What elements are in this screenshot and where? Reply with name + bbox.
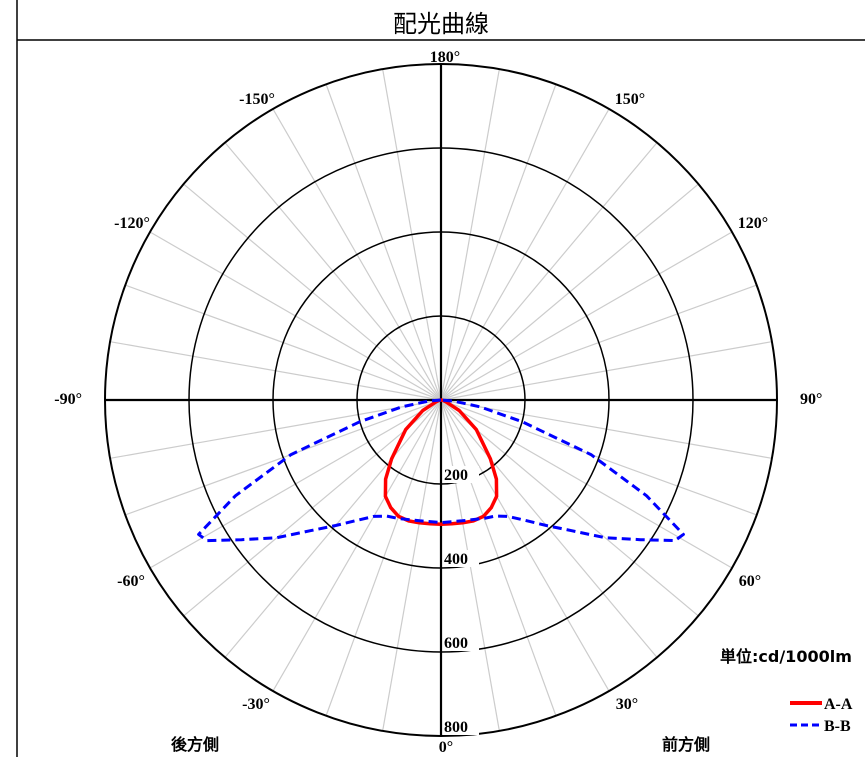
angle-tick-label: 0° xyxy=(439,739,453,756)
series-line-aa xyxy=(383,398,499,527)
legend-label-bb: B-B xyxy=(824,718,851,735)
radial-tick-label: 200 xyxy=(444,467,468,484)
angle-tick-label: 180° xyxy=(430,49,460,66)
angle-tick-labels: 180° 150° 120° 90° 60° 30° 0° -30° -60° -90° -120°… xyxy=(54,49,822,756)
radial-tick-label: 800 xyxy=(444,719,468,736)
legend-label-aa: A-A xyxy=(824,696,853,713)
angle-tick-label: -30° xyxy=(242,696,270,713)
series-layer xyxy=(197,398,685,543)
angle-tick-label: -90° xyxy=(54,391,82,408)
outer-border xyxy=(16,0,18,762)
front-side-label: 前方側 xyxy=(662,735,710,754)
radial-label-bg xyxy=(443,634,479,651)
angle-tick-label: -60° xyxy=(117,573,145,590)
angle-tick-label: 120° xyxy=(738,215,768,232)
chart-title: 配光曲線 xyxy=(393,10,489,38)
angle-tick-label: -150° xyxy=(239,91,275,108)
radial-tick-labels: 200 400 600 800 xyxy=(443,466,479,736)
angle-tick-label: 30° xyxy=(616,696,638,713)
unit-label: 単位:cd/1000lm xyxy=(720,647,852,666)
radial-label-bg xyxy=(443,550,479,567)
angle-tick-label: 90° xyxy=(800,391,822,408)
angle-tick-label: -120° xyxy=(114,215,150,232)
radial-tick-label: 600 xyxy=(444,635,468,652)
legend: A-A B-B xyxy=(790,696,853,735)
angle-tick-label: 150° xyxy=(615,91,645,108)
angle-tick-label: 60° xyxy=(739,573,761,590)
radial-tick-label: 400 xyxy=(444,551,468,568)
radial-label-bg xyxy=(443,466,479,483)
radial-label-bg xyxy=(443,718,479,735)
rear-side-label: 後方側 xyxy=(171,735,219,754)
